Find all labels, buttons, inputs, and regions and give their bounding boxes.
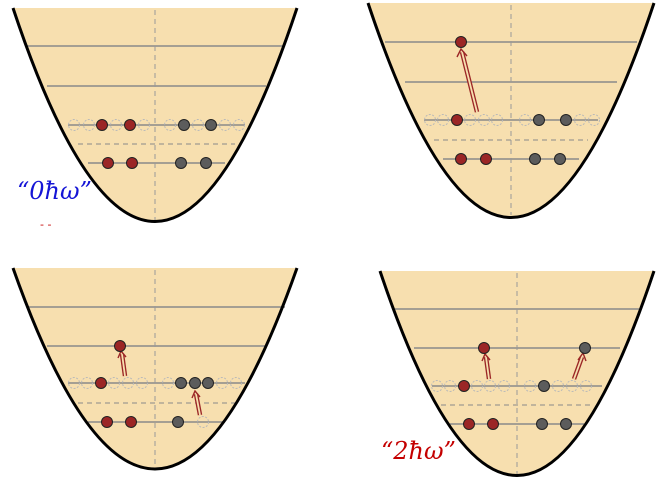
well-outline xyxy=(11,7,299,223)
empty-slot xyxy=(219,119,231,131)
empty-slot xyxy=(122,377,134,389)
empty-slot xyxy=(471,380,483,392)
neutron xyxy=(579,342,591,354)
neutron xyxy=(202,377,214,389)
label-two-hbar-omega: “2ħω” xyxy=(381,437,456,465)
neutron xyxy=(200,157,212,169)
proton xyxy=(455,153,467,165)
empty-slot xyxy=(216,377,228,389)
empty-slot xyxy=(519,114,531,126)
excitation-arrow xyxy=(191,389,203,416)
empty-slot xyxy=(138,119,150,131)
proton xyxy=(125,416,137,428)
empty-slot xyxy=(444,380,456,392)
empty-slot xyxy=(580,380,592,392)
label-zero-hbar-omega: “0ħω” xyxy=(17,177,92,205)
proton xyxy=(487,418,499,430)
proton xyxy=(126,157,138,169)
neutron xyxy=(205,119,217,131)
proton xyxy=(480,153,492,165)
excitation-arrow xyxy=(481,352,492,380)
empty-slot xyxy=(498,380,510,392)
neutron xyxy=(189,377,201,389)
panel-proton-2hw-excitation xyxy=(366,2,656,219)
neutron xyxy=(175,157,187,169)
empty-slot xyxy=(524,380,536,392)
empty-slot xyxy=(164,119,176,131)
neutron xyxy=(533,114,545,126)
empty-slot xyxy=(68,119,80,131)
proton xyxy=(124,119,136,131)
empty-slot xyxy=(588,114,600,126)
proton xyxy=(455,36,467,48)
empty-slot xyxy=(110,119,122,131)
panel-proton-neutron-1hw-excitations xyxy=(11,267,299,471)
well-outline xyxy=(378,270,656,477)
empty-slot xyxy=(230,377,242,389)
empty-slot xyxy=(552,380,564,392)
neutron xyxy=(178,119,190,131)
neutron xyxy=(554,153,566,165)
empty-slot xyxy=(68,377,80,389)
proton xyxy=(463,418,475,430)
empty-slot xyxy=(136,377,148,389)
small-dash-mark: - - xyxy=(40,218,51,231)
empty-slot xyxy=(81,377,93,389)
empty-slot xyxy=(83,119,95,131)
proton xyxy=(451,114,463,126)
excitation-arrow xyxy=(456,47,480,113)
neutron xyxy=(560,418,572,430)
empty-slot xyxy=(437,114,449,126)
empty-slot xyxy=(197,416,209,428)
neutron xyxy=(529,153,541,165)
empty-slot xyxy=(566,380,578,392)
empty-slot xyxy=(464,114,476,126)
proton xyxy=(102,157,114,169)
neutron xyxy=(172,416,184,428)
well-outline xyxy=(366,2,656,219)
proton xyxy=(101,416,113,428)
proton xyxy=(478,342,490,354)
proton xyxy=(458,380,470,392)
proton xyxy=(114,340,126,352)
empty-slot xyxy=(108,377,120,389)
empty-slot xyxy=(233,119,245,131)
panel-ground-state xyxy=(11,7,299,223)
proton xyxy=(95,377,107,389)
empty-slot xyxy=(478,114,490,126)
empty-slot xyxy=(491,114,503,126)
empty-slot xyxy=(424,114,436,126)
well-outline xyxy=(11,267,299,471)
empty-slot xyxy=(484,380,496,392)
neutron xyxy=(536,418,548,430)
neutron xyxy=(538,380,550,392)
proton xyxy=(96,119,108,131)
neutron xyxy=(560,114,572,126)
neutron xyxy=(175,377,187,389)
empty-slot xyxy=(162,377,174,389)
empty-slot xyxy=(192,119,204,131)
empty-slot xyxy=(574,114,586,126)
panel-proton-neutron-excitations-2hw xyxy=(378,270,656,478)
empty-slot xyxy=(431,380,443,392)
